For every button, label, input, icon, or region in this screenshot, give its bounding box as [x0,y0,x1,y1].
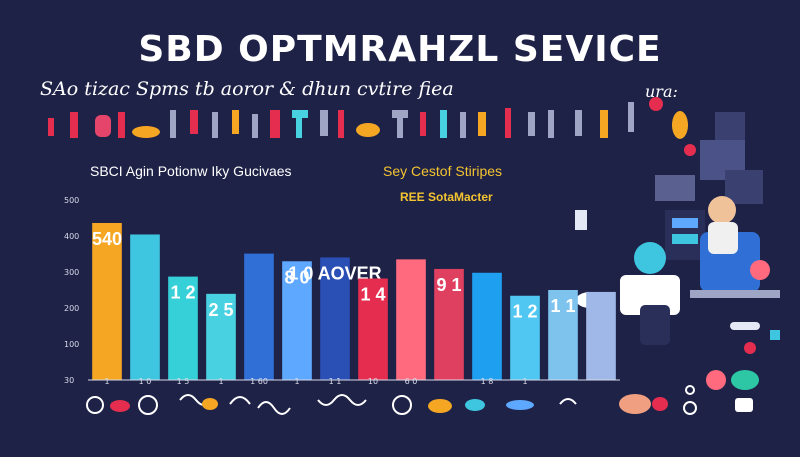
bar [586,291,616,380]
bar-data-label: 1 2 [170,283,195,303]
bar [206,293,236,380]
bar [168,276,198,380]
bar [510,295,540,380]
bar-data-label: 1 4 [360,285,385,305]
bar [358,278,388,380]
bar [282,261,312,380]
y-tick-label: 400 [64,232,79,241]
bar-data-label: 8 0 [284,267,309,287]
y-tick-label: 100 [64,340,79,349]
x-tick-label: 1 [294,377,299,386]
bar [244,253,274,380]
y-tick-label: 300 [64,268,79,277]
x-tick-label: 6 0 [405,377,418,386]
bar-data-label: 1 1 [550,296,575,316]
x-tick-label: 1 [218,377,223,386]
icon-row-bottom-fill [110,394,753,414]
bar-data-label: 1 0 AOVER [288,263,381,283]
x-tick-label: 1 0 [139,377,152,386]
x-tick-label: 1 5 [177,377,190,386]
bar [548,290,578,380]
x-tick-label: 1 [522,377,527,386]
bar-data-label: 9 1 [436,275,461,295]
y-tick-label: 30 [64,376,74,385]
legend-right-label: Sey Cestof Stiripes [383,163,503,179]
bar-data-label: 540 [92,229,122,249]
bar [396,259,426,380]
bar-data-label: 1 2 [512,302,537,322]
illustration-right [575,111,780,390]
legend-right-sublabel: REE SotaMacter [400,190,493,204]
y-tick-label: 500 [64,196,79,205]
x-tick-label: 1 [104,377,109,386]
x-tick-label: 10 [368,377,378,386]
bar [472,272,502,380]
x-tick-label: 1 8 [481,377,494,386]
bar [320,257,350,380]
legend-left-label: SBCI Agin Potionw Iky Gucivaes [90,163,292,179]
chart-subtitle-right: ura: [645,82,678,101]
bar [130,234,160,380]
bar [92,222,122,380]
x-tick-label: 1 60 [250,377,268,386]
y-tick-label: 200 [64,304,79,313]
bar-data-label: 2 5 [208,300,233,320]
x-tick-label: 1 1 [329,377,342,386]
bar [434,268,464,380]
chart-title: SBD OPTMRAHZL SEVICE [138,29,662,70]
icon-row-top [48,97,663,138]
chart-subtitle: SAo tizac Spms tb aoror & dhun cvtire fi… [40,78,454,100]
